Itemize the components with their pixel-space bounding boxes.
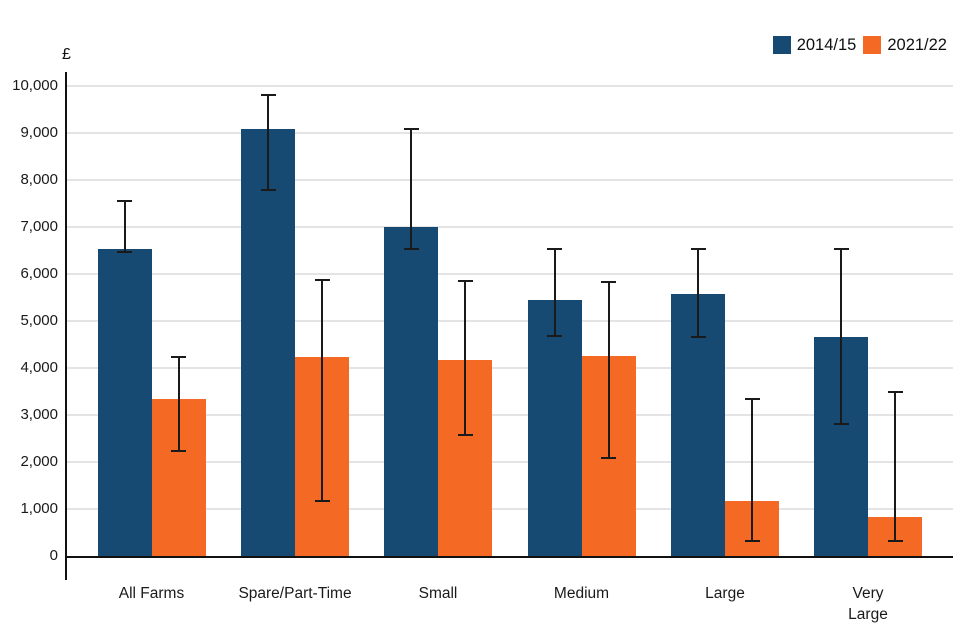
- error-bar-cap-top: [833, 247, 849, 250]
- legend-swatch: [772, 36, 791, 54]
- error-bar-cap-bottom: [833, 422, 849, 425]
- error-bar-cap-bottom: [547, 334, 562, 337]
- error-bar-line: [607, 281, 610, 458]
- error-bar-line: [267, 95, 269, 191]
- legend-label: 2021/22: [887, 36, 947, 54]
- x-category-label: Large: [705, 585, 745, 602]
- gridline: [67, 366, 953, 369]
- error-bar-cap-bottom: [887, 539, 903, 542]
- error-bar-cap-bottom: [171, 449, 186, 452]
- x-category-label: Small: [418, 585, 458, 602]
- x-category-label: Spare/Part-Time: [238, 585, 352, 602]
- error-bar-cap-bottom: [117, 250, 132, 253]
- x-category-label: All Farms: [118, 585, 185, 602]
- error-bar-cap-top: [457, 280, 473, 283]
- error-bar-cap-top: [601, 280, 616, 283]
- error-bar-cap-bottom: [260, 189, 276, 192]
- error-bar-line: [177, 357, 180, 451]
- error-bar-cap-bottom: [690, 336, 706, 339]
- gridline: [67, 460, 953, 463]
- gridline: [67, 225, 953, 228]
- y-tick-label: 4,000: [20, 358, 58, 376]
- error-bar-line: [123, 200, 126, 252]
- gridline: [67, 84, 953, 87]
- x-category-label: Medium: [553, 585, 610, 602]
- y-axis-title: £: [62, 46, 71, 63]
- bar-2014/15-2: [384, 226, 438, 556]
- y-tick-label: 9,000: [20, 123, 58, 141]
- error-bar-cap-bottom: [314, 499, 330, 502]
- gridline: [67, 319, 953, 322]
- error-bar-cap-top: [117, 199, 132, 202]
- error-bar-line: [464, 281, 466, 436]
- legend-item: 2021/22: [863, 36, 947, 54]
- error-bar-line: [553, 248, 556, 336]
- x-category-label: Very Large: [848, 585, 888, 623]
- error-bar-cap-top: [887, 391, 903, 394]
- y-tick-label: 0: [49, 547, 58, 564]
- error-bar-cap-top: [744, 397, 760, 400]
- error-bar-line: [894, 392, 896, 541]
- x-axis-line: [65, 556, 953, 558]
- error-bar-cap-top: [314, 278, 330, 281]
- error-bar-cap-top: [547, 247, 562, 250]
- y-tick-label: 1,000: [20, 499, 58, 517]
- error-bar-line: [840, 248, 842, 424]
- error-bar-cap-bottom: [457, 434, 473, 437]
- error-bar-line: [321, 279, 323, 501]
- error-bar-cap-top: [260, 94, 276, 97]
- bar-2014/15-1: [241, 129, 295, 556]
- error-bar-cap-top: [403, 127, 419, 130]
- y-axis-line: [65, 72, 67, 580]
- y-tick-label: 10,000: [12, 76, 58, 94]
- legend: 2014/15 2021/22: [772, 36, 947, 54]
- gridline: [67, 413, 953, 416]
- y-tick-label: 6,000: [20, 264, 58, 282]
- gridline: [67, 272, 953, 275]
- gridline: [67, 131, 953, 134]
- gridline: [67, 507, 953, 510]
- y-tick-label: 8,000: [20, 170, 58, 188]
- y-tick-label: 2,000: [20, 452, 58, 470]
- legend-item: 2014/15: [772, 36, 857, 54]
- error-bar-cap-bottom: [403, 248, 419, 251]
- error-bar-cap-bottom: [601, 456, 616, 459]
- error-bar-cap-top: [171, 356, 186, 359]
- error-bar-line: [697, 248, 699, 338]
- error-bar-line: [410, 128, 412, 250]
- legend-label: 2014/15: [796, 36, 857, 54]
- legend-swatch: [863, 36, 882, 54]
- error-bar-cap-top: [690, 247, 706, 250]
- y-tick-label: 5,000: [20, 311, 58, 329]
- y-tick-label: 7,000: [20, 217, 58, 235]
- bar-2014/15-3: [527, 300, 582, 556]
- gridline: [67, 178, 953, 181]
- error-bar-cap-bottom: [744, 539, 760, 542]
- error-bar-line: [751, 398, 753, 541]
- y-tick-label: 3,000: [20, 405, 58, 423]
- bar-2014/15-0: [97, 249, 152, 556]
